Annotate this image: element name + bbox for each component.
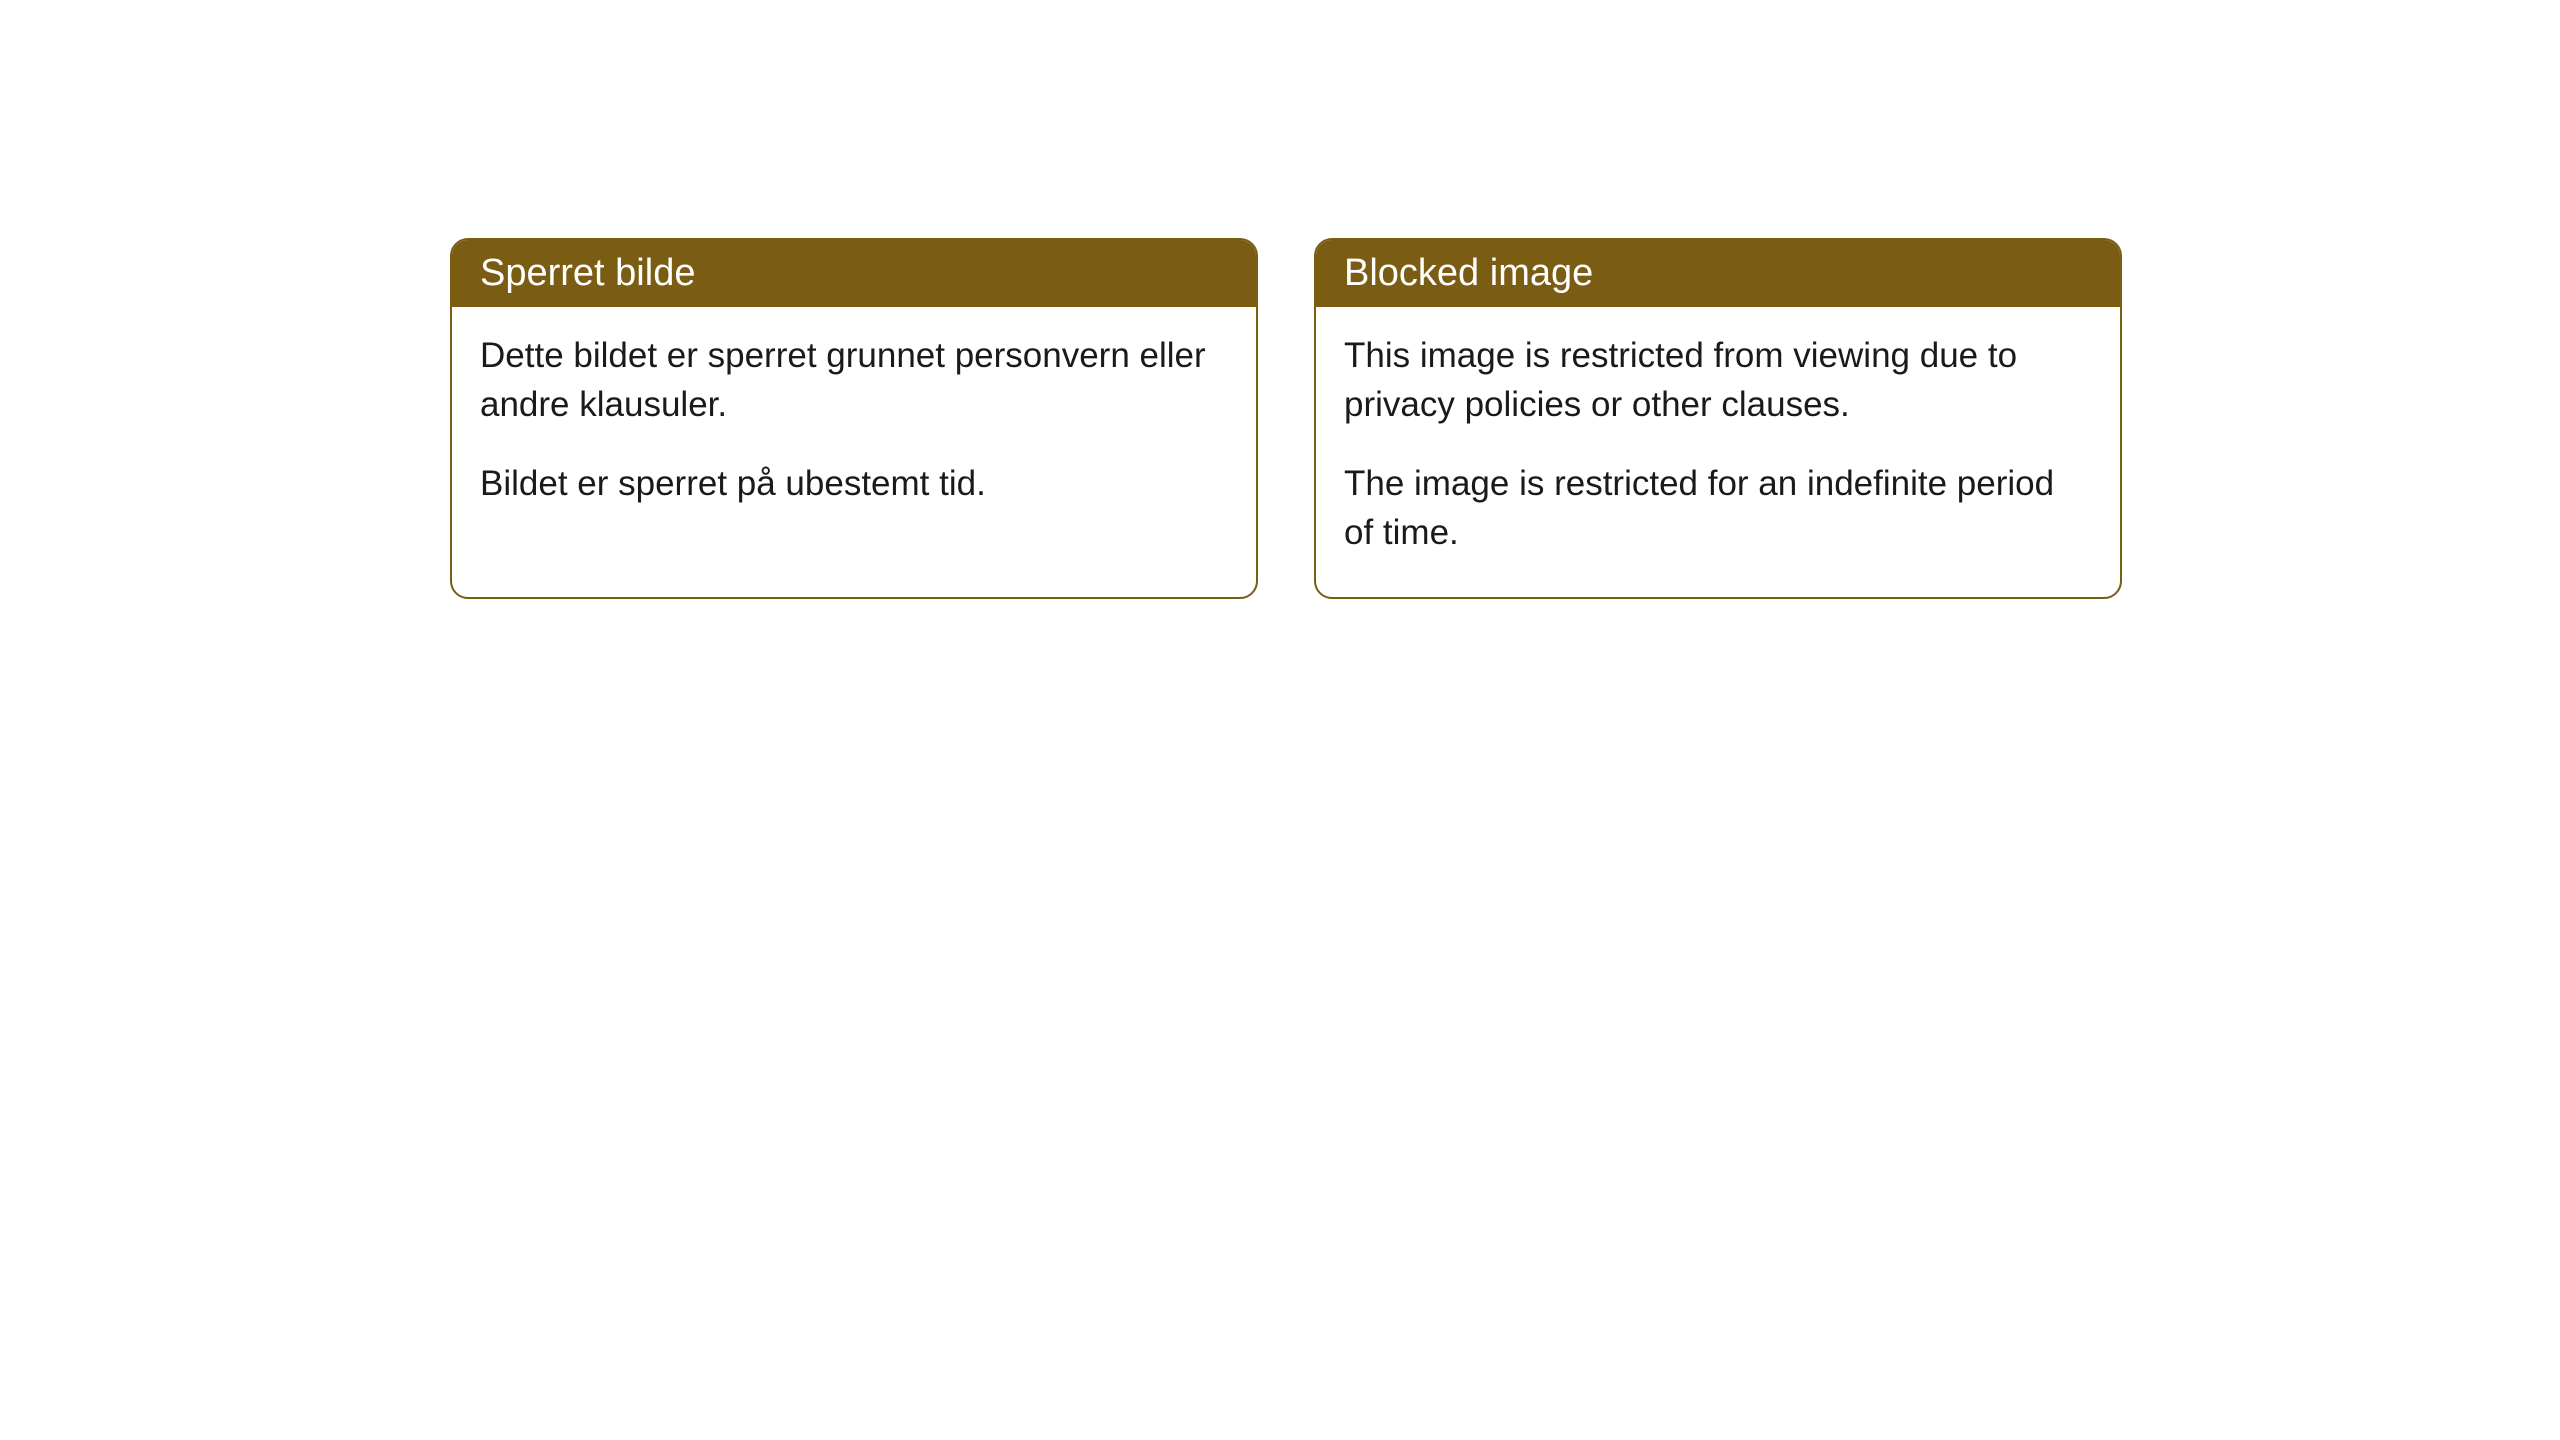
- card-title-norwegian: Sperret bilde: [480, 252, 695, 294]
- blocked-image-card-norwegian: Sperret bilde Dette bildet er sperret gr…: [450, 238, 1258, 599]
- card-paragraph-2-norwegian: Bildet er sperret på ubestemt tid.: [480, 459, 1228, 508]
- cards-container: Sperret bilde Dette bildet er sperret gr…: [450, 238, 2560, 599]
- card-paragraph-1-english: This image is restricted from viewing du…: [1344, 331, 2092, 429]
- card-header-norwegian: Sperret bilde: [452, 240, 1256, 307]
- card-paragraph-1-norwegian: Dette bildet er sperret grunnet personve…: [480, 331, 1228, 429]
- card-body-norwegian: Dette bildet er sperret grunnet personve…: [452, 307, 1256, 548]
- blocked-image-card-english: Blocked image This image is restricted f…: [1314, 238, 2122, 599]
- card-body-english: This image is restricted from viewing du…: [1316, 307, 2120, 597]
- card-header-english: Blocked image: [1316, 240, 2120, 307]
- card-paragraph-2-english: The image is restricted for an indefinit…: [1344, 459, 2092, 557]
- card-title-english: Blocked image: [1344, 252, 1593, 294]
